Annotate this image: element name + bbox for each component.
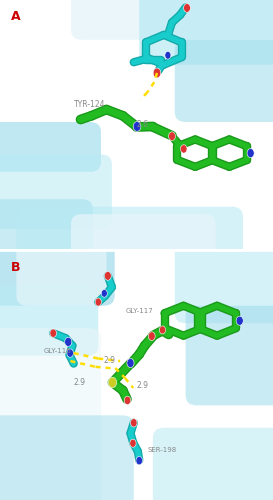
Text: 2.6: 2.6: [136, 120, 149, 129]
Ellipse shape: [180, 144, 187, 153]
Ellipse shape: [236, 316, 243, 326]
FancyBboxPatch shape: [71, 214, 216, 272]
FancyBboxPatch shape: [0, 154, 112, 229]
Text: GLY-116: GLY-116: [44, 348, 72, 354]
Ellipse shape: [130, 439, 136, 447]
FancyBboxPatch shape: [71, 0, 273, 40]
Ellipse shape: [124, 396, 131, 404]
Ellipse shape: [95, 298, 102, 306]
FancyBboxPatch shape: [16, 241, 106, 306]
FancyBboxPatch shape: [175, 234, 273, 323]
Text: SER-198: SER-198: [147, 447, 177, 453]
FancyBboxPatch shape: [175, 40, 273, 122]
Text: 2.9: 2.9: [74, 378, 86, 388]
Ellipse shape: [108, 377, 117, 388]
Ellipse shape: [247, 148, 254, 158]
Ellipse shape: [127, 358, 134, 368]
Ellipse shape: [168, 132, 175, 140]
Ellipse shape: [101, 290, 107, 297]
Ellipse shape: [105, 272, 111, 280]
Text: A: A: [11, 10, 20, 23]
Ellipse shape: [149, 332, 155, 340]
Text: GLY-117: GLY-117: [126, 308, 153, 314]
FancyBboxPatch shape: [16, 206, 243, 272]
FancyBboxPatch shape: [153, 428, 273, 500]
FancyBboxPatch shape: [0, 286, 98, 356]
FancyBboxPatch shape: [0, 199, 93, 259]
Ellipse shape: [67, 349, 73, 358]
Text: 2.9: 2.9: [104, 356, 116, 365]
Text: TYR-124: TYR-124: [74, 100, 105, 109]
FancyBboxPatch shape: [0, 416, 134, 500]
Ellipse shape: [165, 52, 171, 59]
Ellipse shape: [159, 326, 165, 334]
Text: 2.9: 2.9: [136, 381, 149, 390]
Text: B: B: [11, 261, 20, 274]
Ellipse shape: [50, 329, 57, 338]
Ellipse shape: [153, 68, 161, 78]
FancyBboxPatch shape: [139, 0, 273, 64]
FancyBboxPatch shape: [0, 328, 101, 500]
Ellipse shape: [136, 456, 143, 465]
Ellipse shape: [65, 338, 72, 346]
FancyBboxPatch shape: [186, 306, 273, 406]
FancyBboxPatch shape: [0, 122, 101, 172]
Ellipse shape: [184, 4, 191, 13]
FancyBboxPatch shape: [0, 241, 115, 306]
Ellipse shape: [133, 122, 141, 132]
Ellipse shape: [130, 418, 137, 427]
